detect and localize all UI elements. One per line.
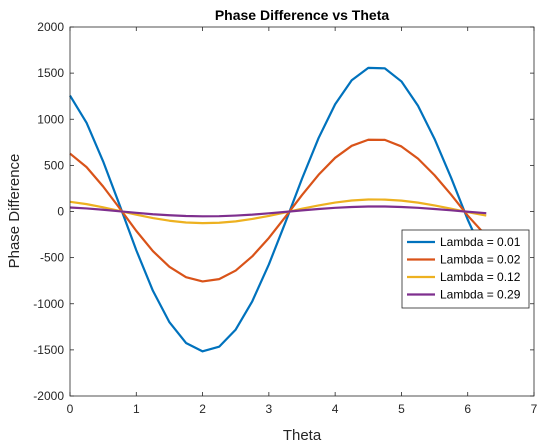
y-axis-label: Phase Difference (6, 154, 23, 269)
y-tick-label: -1500 (33, 343, 64, 357)
y-tick-label: 500 (44, 158, 64, 172)
x-tick-label: 5 (398, 402, 405, 416)
y-tick-label: -500 (40, 251, 64, 265)
chart-title: Phase Difference vs Theta (215, 7, 390, 23)
y-tick-label: 2000 (37, 20, 64, 34)
legend: Lambda = 0.01 Lambda = 0.02 Lambda = 0.12 L… (401, 229, 530, 309)
x-tick-label: 4 (332, 402, 339, 416)
x-axis-ticks: 0 1 2 3 4 5 6 7 (67, 27, 538, 416)
x-tick-label: 0 (67, 402, 74, 416)
series-lines (69, 66, 488, 353)
legend-label: Lambda = 0.02 (440, 253, 521, 267)
x-tick-label: 3 (266, 402, 273, 416)
y-axis-ticks: -2000 -1500 -1000 -500 0 500 1000 1500 2000 (33, 20, 534, 403)
y-tick-label: 1000 (37, 112, 64, 126)
legend-label: Lambda = 0.29 (440, 288, 521, 302)
series-line-4 (69, 205, 487, 218)
x-tick-label: 1 (133, 402, 140, 416)
y-tick-label: 0 (57, 205, 64, 219)
y-tick-label: -1000 (33, 297, 64, 311)
x-tick-label: 2 (199, 402, 206, 416)
legend-label: Lambda = 0.01 (440, 235, 521, 249)
legend-label: Lambda = 0.12 (440, 270, 521, 284)
series-line-2 (69, 138, 488, 283)
x-tick-label: 7 (531, 402, 538, 416)
y-tick-label: -2000 (33, 389, 64, 403)
series-line-3 (69, 198, 487, 225)
series-line-1 (69, 66, 488, 353)
x-axis-label: Theta (283, 427, 322, 444)
x-tick-label: 6 (464, 402, 471, 416)
y-tick-label: 1500 (37, 66, 64, 80)
plot-frame (69, 26, 535, 397)
